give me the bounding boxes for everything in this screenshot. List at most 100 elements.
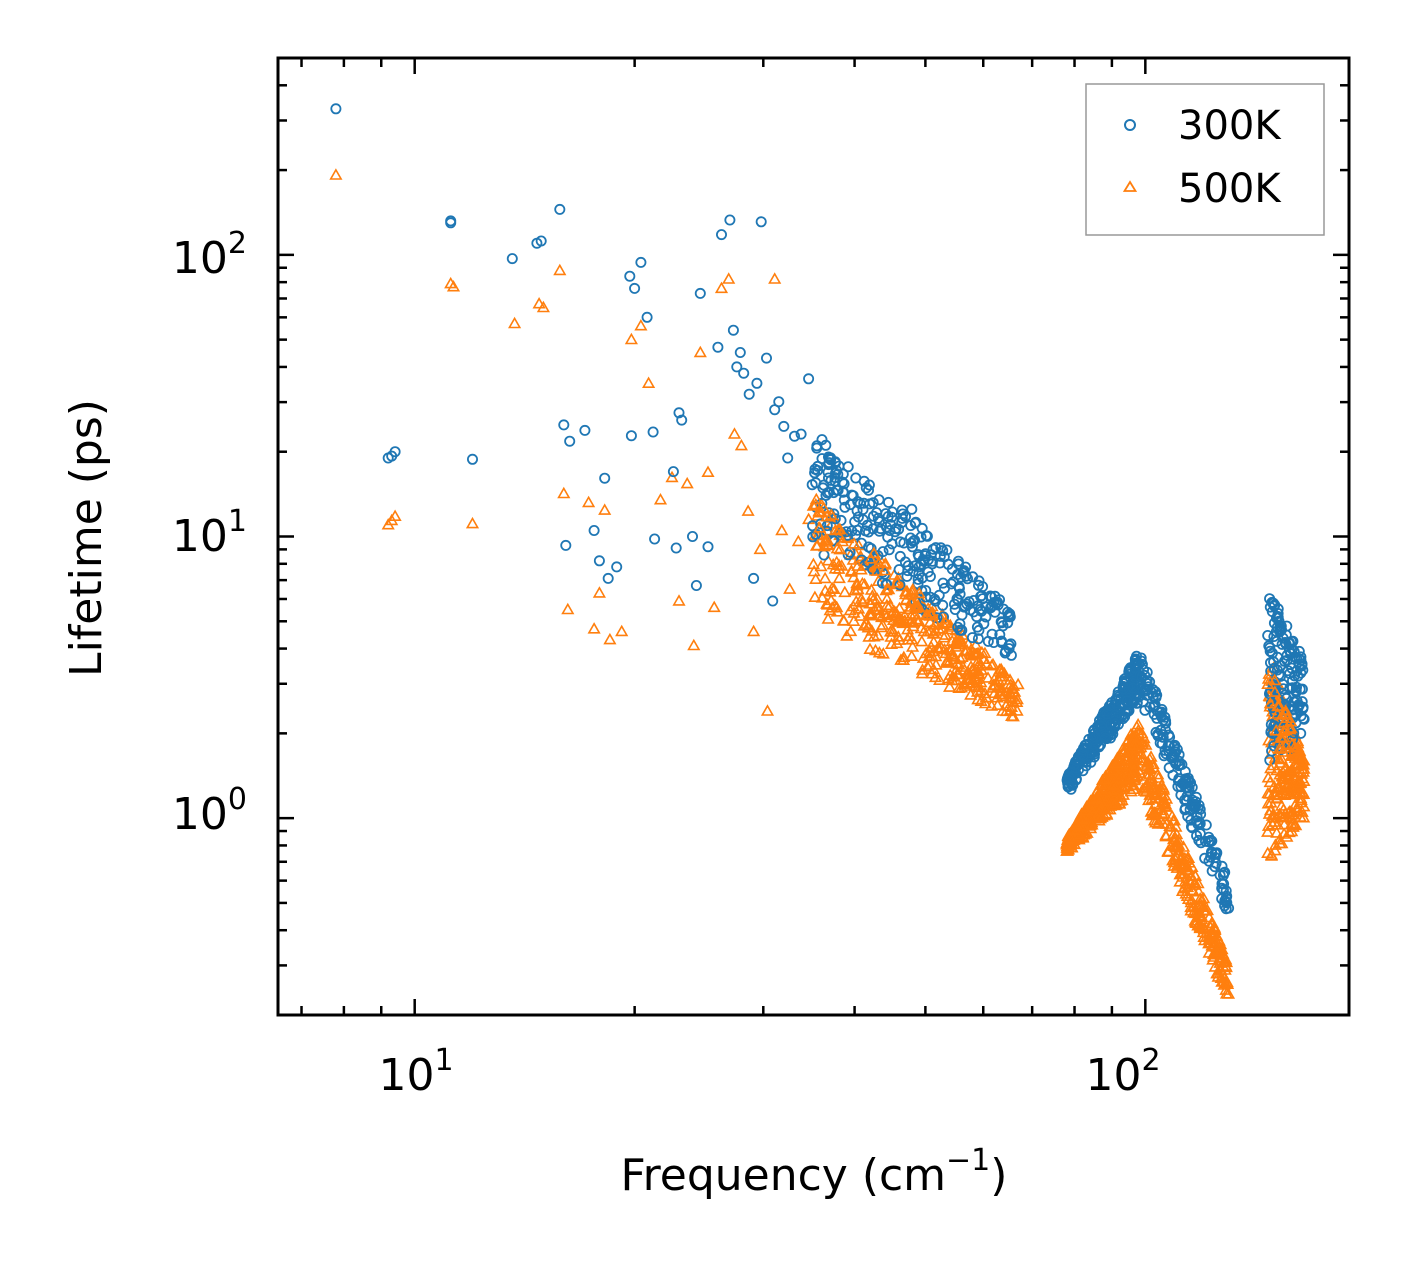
point-500k — [536, 300, 550, 313]
point-300k — [712, 341, 724, 353]
point-500k — [872, 556, 886, 568]
point-300k — [906, 503, 918, 515]
point-500k — [1144, 771, 1158, 783]
point-500k — [1092, 813, 1106, 826]
point-500k — [847, 537, 861, 549]
point-500k — [820, 533, 834, 545]
point-300k — [909, 534, 921, 546]
point-500k — [1120, 734, 1134, 747]
point-300k — [1062, 774, 1074, 786]
point-300k — [913, 561, 925, 573]
point-500k — [986, 657, 1000, 670]
point-300k — [795, 428, 807, 440]
point-500k — [960, 643, 974, 656]
point-500k — [998, 687, 1012, 700]
point-300k — [1263, 640, 1275, 652]
point-300k — [921, 530, 933, 542]
point-500k — [896, 616, 910, 629]
point-500k — [1178, 856, 1192, 869]
point-500k — [1263, 696, 1277, 709]
point-500k — [817, 501, 831, 513]
point-300k — [884, 525, 896, 537]
point-300k — [977, 581, 989, 593]
point-300k — [863, 541, 875, 553]
point-500k — [582, 495, 596, 508]
point-500k — [923, 645, 937, 657]
point-500k — [1141, 755, 1155, 768]
point-500k — [828, 523, 842, 536]
point-500k — [1124, 784, 1138, 797]
point-300k — [1271, 664, 1283, 676]
point-500k — [938, 642, 952, 655]
point-500k — [900, 584, 914, 597]
point-500k — [1191, 918, 1205, 931]
point-500k — [980, 656, 994, 669]
point-300k — [702, 541, 714, 553]
point-500k — [971, 692, 985, 705]
point-300k — [560, 539, 572, 551]
legend-box — [1085, 83, 1325, 236]
point-300k — [859, 525, 871, 537]
point-500k — [508, 316, 522, 329]
point-300k — [782, 452, 794, 464]
point-500k — [1173, 875, 1187, 887]
point-500k — [1160, 817, 1174, 829]
point-300k — [751, 377, 763, 389]
point-500k — [1155, 795, 1169, 808]
point-300k — [986, 628, 998, 640]
point-500k — [1297, 799, 1311, 812]
point-500k — [880, 592, 894, 604]
point-500k — [904, 588, 918, 600]
point-500k — [1293, 749, 1308, 762]
point-500k — [882, 582, 896, 595]
point-300k — [1216, 882, 1228, 894]
point-300k — [1297, 703, 1309, 715]
y-tick-label-1: 100 — [172, 782, 247, 840]
point-300k — [872, 512, 884, 524]
point-300k — [1181, 790, 1193, 802]
point-500k — [882, 600, 896, 613]
point-500k — [1146, 757, 1160, 769]
point-500k — [1264, 849, 1279, 861]
point-500k — [872, 608, 887, 621]
point-500k — [851, 582, 865, 595]
point-300k — [1221, 890, 1233, 902]
point-300k — [593, 555, 605, 567]
point-300k — [839, 501, 851, 513]
point-500k — [985, 699, 999, 711]
point-300k — [624, 270, 636, 282]
point-500k — [1261, 770, 1275, 783]
point-500k — [1188, 878, 1202, 890]
point-300k — [863, 484, 875, 496]
point-500k — [791, 534, 805, 547]
point-500k — [1290, 800, 1304, 813]
point-300k — [857, 503, 869, 515]
point-500k — [945, 650, 959, 662]
point-500k — [1219, 955, 1234, 968]
point-300k — [867, 523, 879, 535]
point-300k — [838, 494, 850, 506]
point-500k — [1107, 778, 1121, 790]
point-300k — [900, 510, 912, 522]
point-500k — [814, 559, 828, 572]
point-500k — [1126, 778, 1140, 791]
point-500k — [852, 602, 866, 614]
point-300k — [954, 588, 966, 600]
point-500k — [971, 667, 985, 679]
point-500k — [863, 642, 877, 654]
point-500k — [1270, 826, 1284, 838]
point-500k — [1145, 792, 1159, 804]
point-300k — [1210, 848, 1222, 860]
point-500k — [747, 624, 761, 637]
point-500k — [1066, 823, 1080, 835]
point-500k — [1294, 793, 1308, 805]
point-500k — [872, 645, 886, 658]
point-300k — [939, 582, 951, 594]
point-500k — [952, 658, 966, 670]
point-300k — [1288, 646, 1300, 658]
point-300k — [727, 324, 739, 336]
point-500k — [642, 376, 656, 388]
point-500k — [553, 263, 567, 276]
point-300k — [996, 637, 1008, 649]
point-500k — [937, 630, 951, 643]
